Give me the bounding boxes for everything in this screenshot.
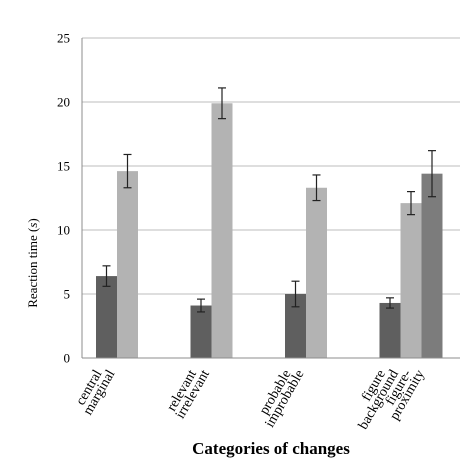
grid-lines <box>82 37 460 295</box>
bar <box>400 203 422 358</box>
bar <box>379 302 401 358</box>
y-tick-label: 10 <box>57 223 70 238</box>
y-tick-label: 15 <box>57 159 70 174</box>
bar <box>117 171 138 358</box>
y-tick-label: 0 <box>64 351 71 366</box>
bar <box>421 173 443 358</box>
y-tick-label: 20 <box>57 95 70 110</box>
bar <box>306 187 327 358</box>
y-tick-label: 25 <box>57 31 70 46</box>
y-tick-label: 5 <box>64 287 71 302</box>
bar <box>211 103 233 358</box>
bar <box>96 276 117 358</box>
bar <box>190 305 212 358</box>
bars <box>96 103 443 358</box>
error-bars <box>102 87 436 313</box>
y-axis-label: Reaction time (s) <box>25 218 40 308</box>
y-tick-labels: 0 5 10 15 20 25 <box>57 31 70 366</box>
x-axis-label: Categories of changes <box>192 439 350 458</box>
bar <box>285 294 306 358</box>
